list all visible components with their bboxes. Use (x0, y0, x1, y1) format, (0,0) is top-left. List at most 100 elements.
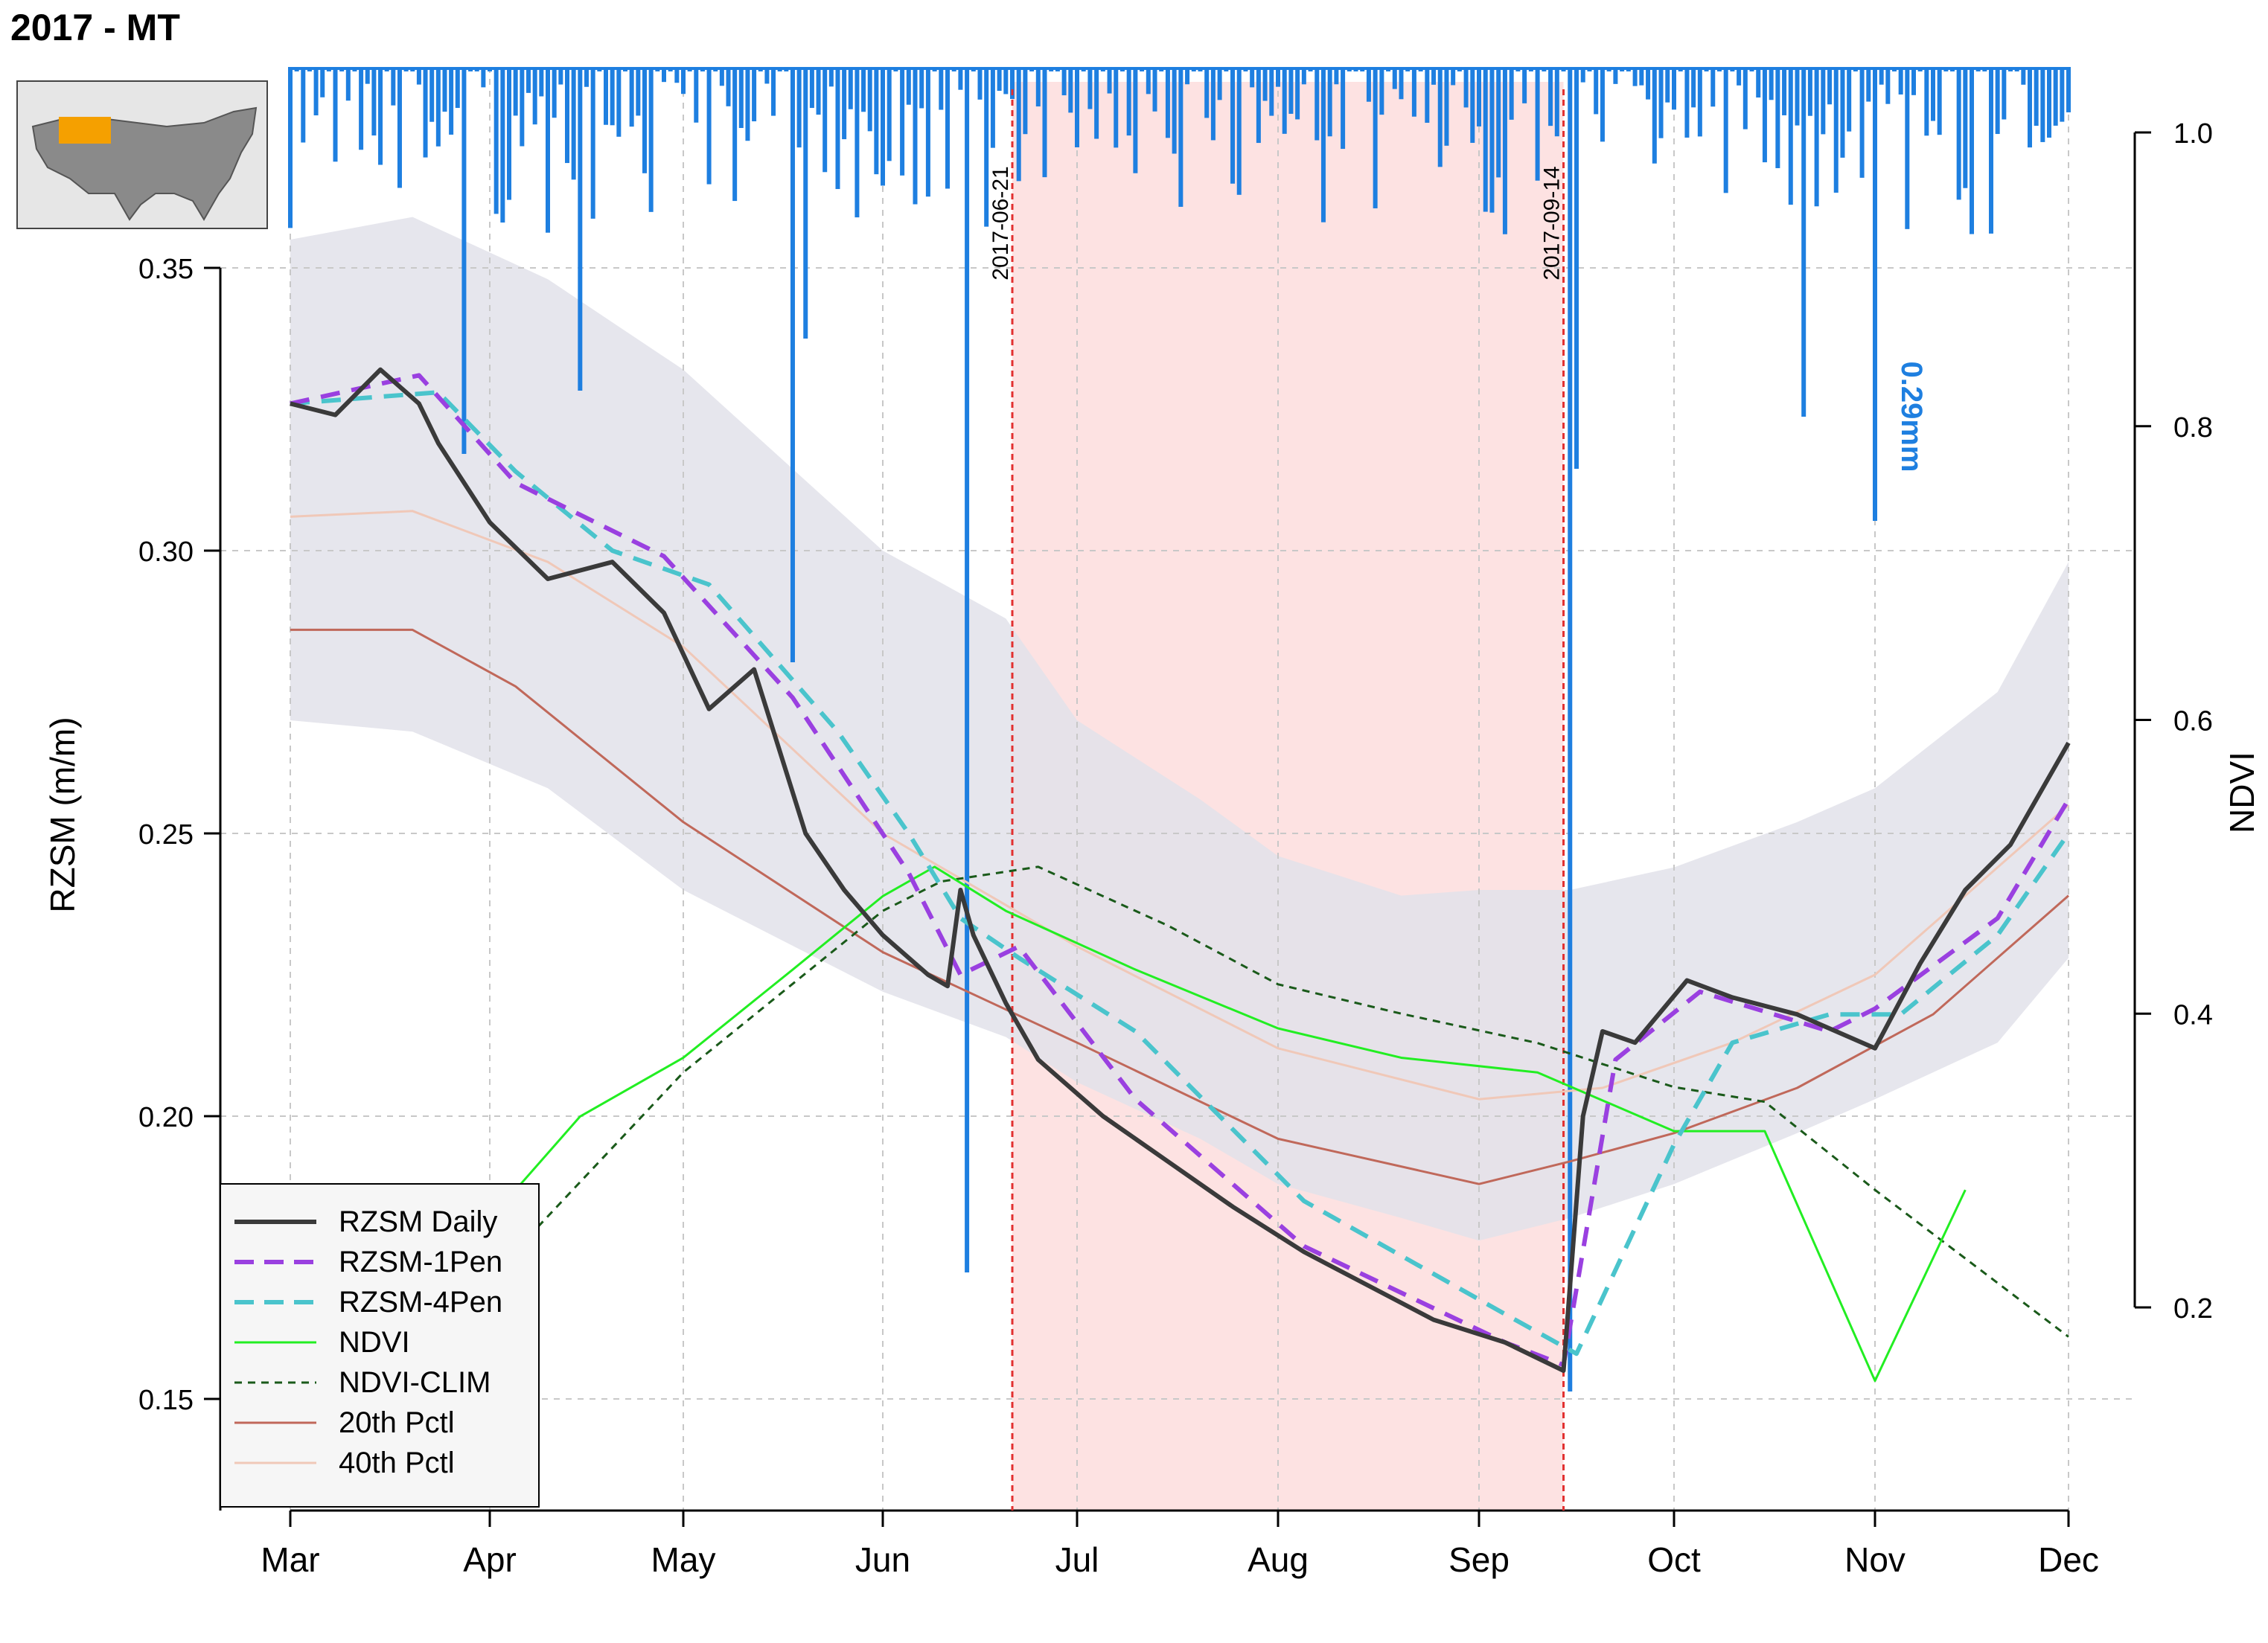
precip-bar (1418, 67, 1423, 71)
precip-bar (1126, 67, 1131, 136)
precip-bar (764, 67, 770, 84)
pctl40-line (290, 510, 2069, 1101)
precip-bar (610, 67, 615, 126)
precip-bar (1386, 67, 1391, 71)
y2-tick-label: 0.4 (2173, 999, 2213, 1031)
precip-bar (1833, 67, 1839, 193)
precip-bar (1437, 67, 1443, 167)
precip-bar (1658, 67, 1664, 138)
precip-bar (333, 67, 338, 162)
precip-bar (629, 67, 634, 127)
legend-item: 20th Pctl (221, 1403, 538, 1444)
precip-bar (674, 67, 680, 83)
precip-bar (1672, 67, 1676, 110)
precip-bar (1898, 67, 1903, 95)
drought-start-label: 2017-06-21 (988, 166, 1013, 280)
precip-bar (294, 67, 299, 71)
precip-bar (1483, 67, 1488, 212)
precip-bar (1489, 67, 1495, 213)
precip-bar (1075, 67, 1079, 147)
precip-bar (752, 67, 757, 122)
precip-bar (403, 67, 409, 71)
precip-bar (507, 67, 511, 200)
precip-bar (2002, 67, 2007, 120)
precip-bar (1353, 67, 1358, 71)
precip-bar (2047, 67, 2051, 138)
precip-bar (2008, 67, 2013, 71)
precip-bar (1146, 67, 1151, 95)
precip-bar (1029, 67, 1035, 71)
precip-bar (1327, 67, 1332, 137)
precip-bar (1684, 67, 1690, 138)
precip-bar (681, 67, 686, 95)
precip-bar (919, 67, 924, 109)
precip-bar (835, 67, 840, 190)
precip-bar (1853, 67, 1858, 71)
precip-bar (1665, 67, 1670, 103)
precip-bar (1140, 67, 1145, 71)
precip-bar (1210, 67, 1216, 141)
precip-bar (1600, 67, 1605, 142)
precip-bar (1568, 67, 1573, 1391)
precip-bar (977, 67, 983, 100)
precip-bar (1911, 67, 1916, 95)
precip-bar (532, 67, 537, 125)
precip-bar (1594, 67, 1599, 115)
precip-bar (1554, 67, 1559, 137)
precip-bar (1917, 67, 1923, 71)
precip-bar (1606, 67, 1611, 71)
precip-bar (1502, 67, 1507, 234)
precip-bar (423, 67, 428, 158)
precip-bar (842, 67, 847, 140)
precip-bar (1535, 67, 1540, 181)
precip-bar (1975, 67, 1981, 71)
precip-bar (887, 67, 892, 161)
legend-item: NDVI (221, 1323, 538, 1363)
precip-bar (1723, 67, 1728, 193)
precip-bar (1678, 67, 1683, 71)
y-tick-label: 0.35 (138, 254, 194, 285)
precip-bar (1315, 67, 1320, 141)
precip-bar (1587, 67, 1592, 71)
precip-bar (855, 67, 860, 218)
precip-bar (1055, 67, 1060, 71)
precip-bar (1737, 67, 1742, 86)
precip-bar (1451, 67, 1456, 86)
precip-bar (1204, 67, 1210, 118)
precip-bar (1892, 67, 1897, 71)
precip-bar (1879, 67, 1884, 85)
precip-bar (1561, 67, 1566, 71)
precip-bar (1341, 67, 1346, 150)
precip-bar (352, 67, 357, 71)
rzsm-daily-line (290, 367, 2071, 1373)
precip-bar (1425, 67, 1430, 123)
x-tick-label-jun: Jun (855, 1540, 910, 1579)
precip-bar (1198, 67, 1203, 71)
precip-bar (906, 67, 911, 105)
precip-bar (1152, 67, 1157, 112)
precip-bar (604, 67, 608, 125)
precip-bar (590, 67, 595, 219)
precip-bar (1049, 67, 1054, 71)
precip-bar (990, 67, 995, 148)
precip-bar (1950, 67, 1955, 71)
precip-bar (365, 67, 370, 84)
precip-bar (1191, 67, 1196, 71)
precip-bar (1165, 67, 1170, 138)
precip-bar (925, 67, 930, 197)
x-tick-label-jul: Jul (1055, 1540, 1099, 1579)
precip-bar (809, 67, 814, 109)
precip-bar (1788, 67, 1793, 205)
precip-bar (1697, 67, 1702, 137)
drought-end-label: 2017-09-14 (1540, 166, 1565, 280)
precip-bar (1185, 67, 1190, 85)
precip-bar (1243, 67, 1248, 71)
precip-bar (1574, 67, 1579, 469)
precip-bar (1463, 67, 1469, 108)
pctl20-line (290, 628, 2069, 1185)
precip-bar (1094, 67, 1099, 139)
precip-bar (1250, 67, 1255, 88)
precip-bar (648, 67, 654, 212)
precip-bar (2066, 67, 2071, 112)
precip-bar (1470, 67, 1475, 143)
